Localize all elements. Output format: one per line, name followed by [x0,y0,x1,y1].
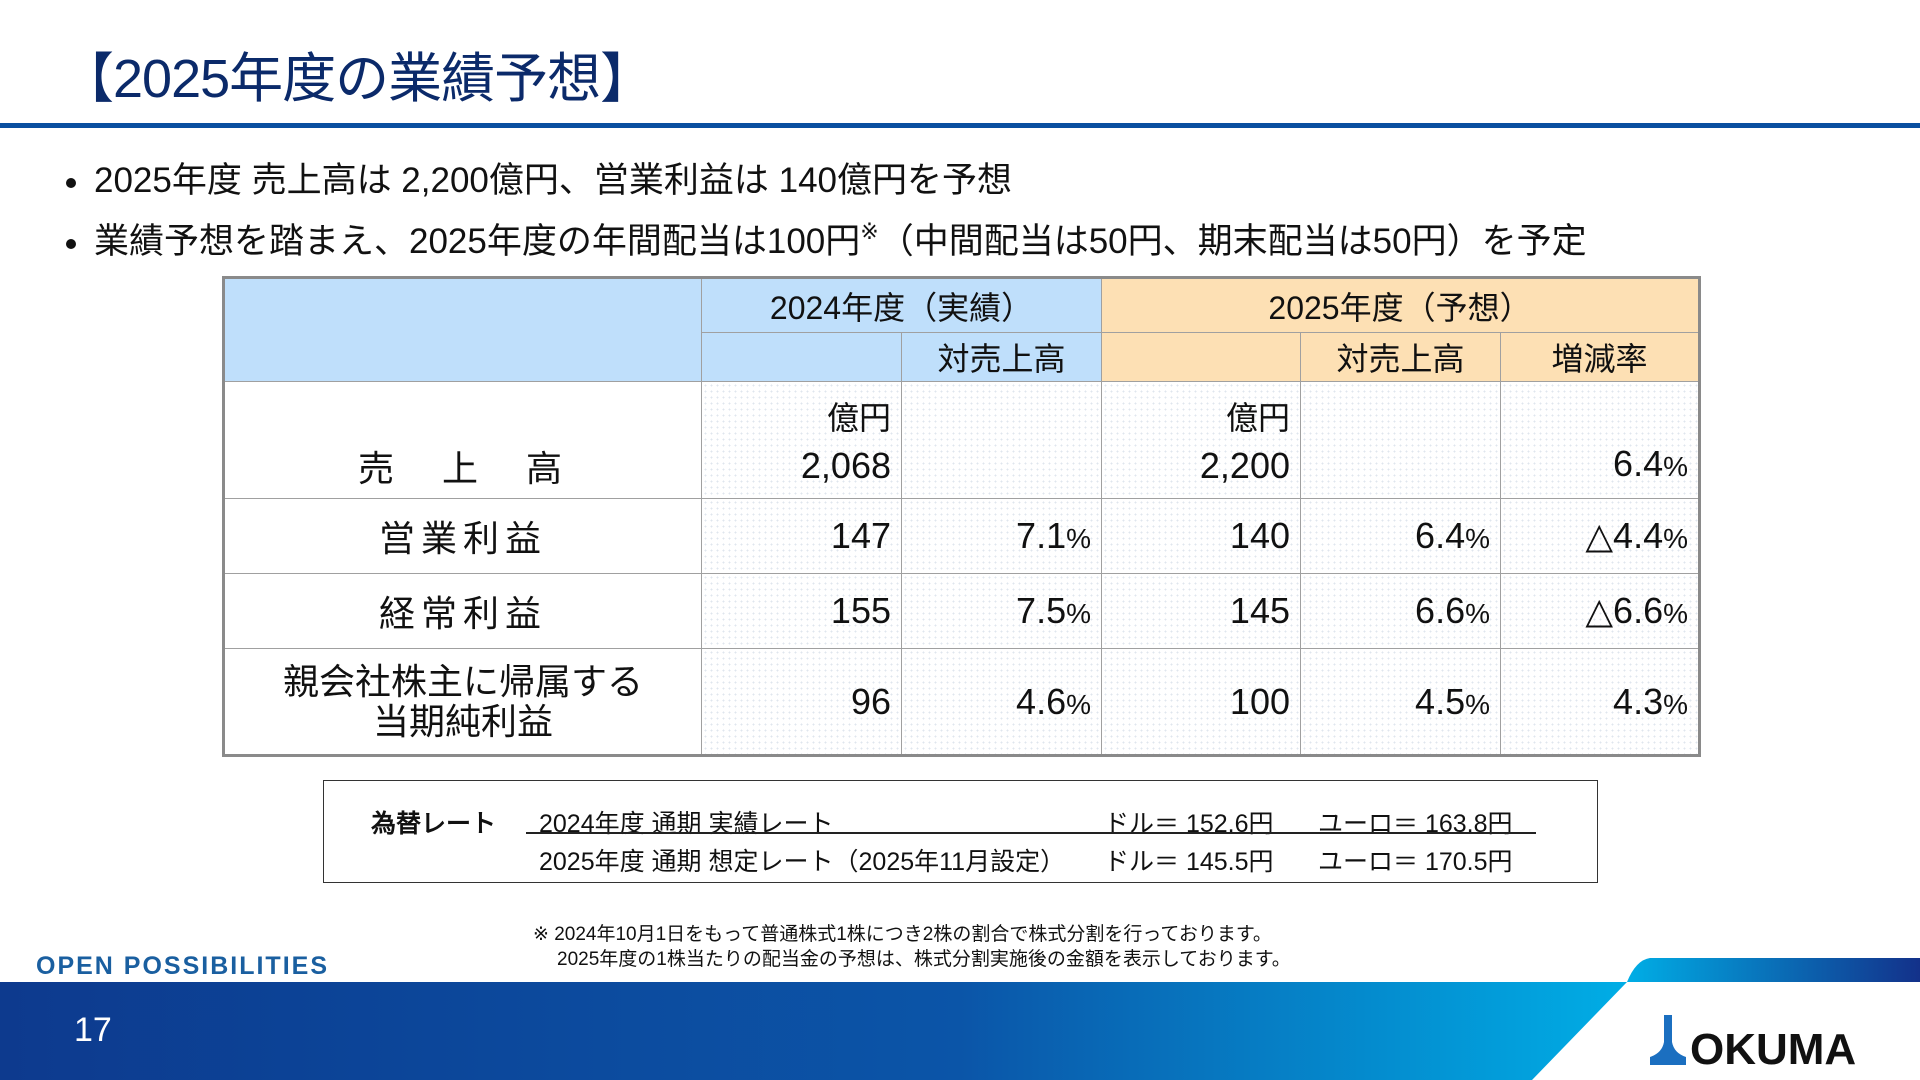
cell-2024-amount: 147 [701,498,902,574]
cell-2024-amount: 155 [701,573,902,649]
row-label: 営業利益 [223,498,702,574]
bullet-text: 業績予想を踏まえ、2025年度の年間配当は100円 [94,222,861,261]
value: 4.5 [1415,680,1466,722]
cell-change: △4.4% [1500,498,1700,574]
pct: % [1066,523,1091,554]
cell-2025-amount: 140 [1101,498,1301,574]
cell-2025-ratio: 6.4% [1300,498,1501,574]
fx-row-2-name: 2025年度 通期 想定レート（2025年11月設定） [539,848,1066,876]
header-blank [223,277,702,382]
cell-change: △6.6% [1500,573,1700,649]
header-blank [701,332,902,382]
bullet-text-rest: （中間配当は50円、期末配当は50円）を予定 [878,222,1587,261]
value: 4.3 [1613,680,1664,722]
value: 6.6 [1415,590,1466,631]
value: 2,068 [800,445,891,486]
header-ratio-2025: 対売上高 [1300,332,1501,382]
pct: % [1465,523,1490,554]
okuma-logo-text: OKUMA [1690,1025,1856,1074]
fx-row-2-eur: ユーロ＝ 170.5円 [1318,848,1513,876]
label-line-2: 当期純利益 [372,700,553,742]
pct: % [1663,451,1688,482]
cell-2025-ratio: 4.5% [1300,648,1501,756]
exchange-rate-box: 為替レート 2024年度 通期 実績レート ドル＝ 152.6円 ユーロ＝ 16… [323,780,1598,883]
cell-2025-amount: 億円 2,200 [1101,381,1301,499]
cell-2024-ratio: 7.5% [901,573,1102,649]
pct: % [1465,688,1490,720]
pct: % [1066,598,1091,629]
header-change: 増減率 [1500,332,1700,382]
cell-2024-ratio: 4.6% [901,648,1102,756]
fx-row-1-eur: ユーロ＝ 163.8円 [1318,810,1513,838]
bullet-text: 2025年度 売上高は 2,200億円、営業利益は 140億円を予想 [94,161,1013,200]
unit-label: 億円 [826,400,891,436]
row-label: 経常利益 [223,573,702,649]
footnote-2: 2025年度の1株当たりの配当金の予想は、株式分割実施後の金額を表示しております… [557,949,1291,970]
cell-2025-ratio [1300,381,1501,499]
cell-2025-amount: 100 [1101,648,1301,756]
header-ratio-2024: 対売上高 [901,332,1102,382]
cell-2024-ratio [901,381,1102,499]
footnote-mark: ※ [860,219,879,244]
value: △4.4 [1585,515,1664,556]
fx-row-1-name: 2024年度 通期 実績レート [539,810,834,838]
value: 2,200 [1199,445,1290,486]
table-row: 経常利益 155 7.5% 145 6.6% △6.6% [223,573,1700,649]
cell-2024-amount: 億円 2,068 [701,381,902,499]
tagline: OPEN POSSIBILITIES [36,952,329,980]
row-label: 親会社株主に帰属する 当期純利益 [223,648,702,756]
bullet-dot-icon [66,238,76,249]
pct: % [1066,688,1091,720]
title-divider [0,123,1920,128]
row-label: 売 上 高 [223,381,702,499]
header-fy2025: 2025年度（予想） [1101,277,1700,333]
footnote-1: ※ 2024年10月1日をもって普通株式1株につき2株の割合で株式分割を行ってお… [533,924,1272,945]
pct: % [1663,598,1688,629]
cell-change: 4.3% [1500,648,1700,756]
header-blank [1101,332,1301,382]
table-row: 親会社株主に帰属する 当期純利益 96 4.6% 100 4.5% 4.3% [223,648,1700,756]
value: 7.5 [1016,590,1067,631]
fx-label: 為替レート [371,810,497,838]
table-row: 売 上 高 億円 2,068 億円 2,200 6.4% [223,381,1700,499]
cell-2024-ratio: 7.1% [901,498,1102,574]
cell-change: 6.4% [1500,381,1700,499]
top-stripe [1627,958,1920,982]
unit-label: 億円 [1225,400,1290,436]
page-title: 【2025年度の業績予想】 [60,49,654,109]
value: 6.4 [1415,515,1466,556]
logo-area [1532,982,1920,1080]
bullet-1: 2025年度 売上高は 2,200億円、営業利益は 140億円を予想 [66,152,1012,203]
okuma-logo-icon [1650,1015,1686,1065]
bullet-2: 業績予想を踏まえ、2025年度の年間配当は100円※（中間配当は50円、期末配当… [66,213,1587,264]
value: 7.1 [1016,515,1067,556]
forecast-table: 2024年度（実績） 2025年度（予想） 対売上高 対売上高 増減率 売 上 … [222,276,1701,757]
cell-2024-amount: 96 [701,648,902,756]
pct: % [1663,688,1688,720]
cell-2025-amount: 145 [1101,573,1301,649]
header-fy2024: 2024年度（実績） [701,277,1102,333]
footer-decoration: OKUMA [1532,958,1920,1080]
label-line-1: 親会社株主に帰属する [282,660,643,702]
pct: % [1663,523,1688,554]
value: △6.6 [1585,590,1664,631]
table-row: 営業利益 147 7.1% 140 6.4% △4.4% [223,498,1700,574]
page-number: 17 [74,1011,112,1049]
cell-2025-ratio: 6.6% [1300,573,1501,649]
value: 6.4 [1613,443,1664,484]
fx-row-2-usd: ドル＝ 145.5円 [1104,848,1274,876]
bullet-dot-icon [66,177,76,188]
fx-row-1-usd: ドル＝ 152.6円 [1104,810,1274,838]
pct: % [1465,598,1490,629]
value: 4.6 [1016,680,1067,722]
fx-divider [526,832,1536,834]
